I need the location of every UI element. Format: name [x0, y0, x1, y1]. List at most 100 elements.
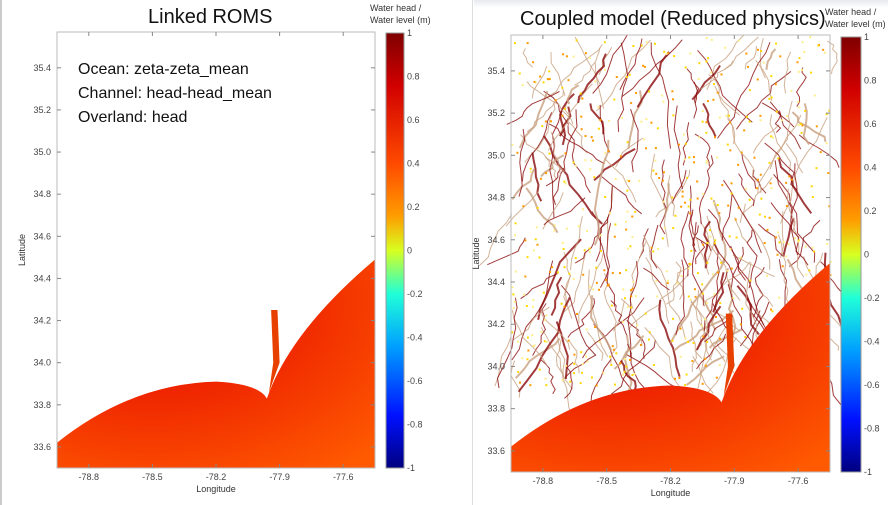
overland-cell: [828, 109, 831, 112]
overland-cell: [768, 97, 771, 100]
overland-cell: [671, 90, 674, 93]
overland-cell: [829, 260, 832, 263]
overland-cell: [548, 78, 551, 81]
overland-cell: [607, 284, 610, 287]
x-tick-label: -78.8: [79, 472, 100, 482]
overland-cell: [737, 39, 740, 42]
overland-cell: [692, 342, 695, 345]
overland-cell: [815, 167, 818, 170]
overland-cell: [785, 181, 788, 184]
river-channel: [544, 156, 558, 181]
overland-cell: [607, 150, 610, 153]
overland-cell: [719, 337, 722, 340]
overland-cell: [567, 339, 570, 342]
overland-cell: [756, 78, 759, 81]
overland-cell: [597, 127, 600, 130]
river-channel: [691, 64, 721, 101]
river-channel: [574, 47, 601, 86]
overland-cell: [561, 86, 564, 89]
overland-cell: [532, 345, 535, 348]
river-channel: [695, 305, 722, 351]
overland-cell: [545, 172, 548, 175]
overland-cell: [522, 205, 525, 208]
overland-cell: [822, 48, 825, 51]
river-channel: [742, 203, 771, 270]
colorbar-tick-label: -0.8: [407, 420, 423, 430]
river-channel: [563, 109, 578, 171]
overland-cell: [687, 205, 690, 208]
overland-cell: [770, 96, 773, 99]
overland-cell: [584, 52, 587, 55]
river-channel: [759, 38, 766, 79]
overland-cell: [663, 226, 666, 229]
overland-cell: [796, 61, 799, 64]
river-channel: [696, 333, 727, 370]
overland-cell: [737, 163, 740, 166]
overland-cell: [523, 293, 526, 296]
overland-cell: [580, 351, 583, 354]
river-channel: [645, 257, 670, 325]
overland-cell: [747, 65, 750, 68]
overland-cell: [604, 195, 607, 198]
y-tick-label: 33.8: [487, 404, 505, 414]
overland-cell: [626, 189, 629, 192]
overland-cell: [554, 99, 557, 102]
overland-cell: [705, 121, 708, 124]
overland-cell: [740, 151, 743, 154]
overland-cell: [653, 42, 656, 45]
overland-cell: [631, 287, 634, 290]
overland-cell: [745, 52, 748, 55]
overland-cell: [674, 377, 677, 380]
overland-cell: [595, 384, 598, 387]
overland-cell: [553, 229, 556, 232]
river-channel: [514, 337, 561, 379]
overland-cell: [628, 358, 631, 361]
river-channel: [487, 237, 526, 266]
overland-cell: [572, 277, 575, 280]
overland-cell: [749, 279, 752, 282]
overland-cell: [712, 202, 715, 205]
overland-cell: [655, 280, 658, 283]
overland-cell: [663, 50, 666, 53]
river-channel: [512, 306, 550, 341]
overland-cell: [772, 136, 775, 139]
overland-cell: [701, 382, 704, 385]
overland-cell: [665, 270, 668, 273]
overland-cell: [626, 179, 629, 182]
overland-cell: [709, 229, 712, 232]
overland-cell: [577, 225, 580, 228]
overland-cell: [610, 364, 613, 367]
overland-cell: [696, 197, 699, 200]
overland-cell: [628, 180, 631, 183]
x-tick-label: -77.6: [788, 476, 809, 486]
river-channel: [522, 48, 533, 68]
overland-cell: [716, 271, 719, 274]
overland-cell: [654, 159, 657, 162]
river-channel: [692, 225, 699, 253]
river-channel: [783, 51, 792, 94]
overland-cell: [686, 176, 689, 179]
overland-cell: [548, 70, 551, 73]
overland-cell: [574, 256, 577, 259]
overland-cell: [770, 187, 773, 190]
overland-cell: [718, 116, 721, 119]
overland-cell: [805, 273, 808, 276]
y-tick-label: 34.6: [487, 235, 505, 245]
overland-cell: [565, 55, 568, 58]
overland-cell: [776, 253, 779, 256]
colorbar: [385, 32, 405, 469]
y-tick-label: 35.0: [487, 150, 505, 160]
overland-cell: [775, 110, 778, 113]
river-channel: [789, 219, 821, 267]
overland-cell: [706, 261, 709, 264]
overland-cell: [553, 224, 556, 227]
overland-cell: [626, 141, 629, 144]
overland-cell: [538, 256, 541, 259]
river-channel: [673, 105, 684, 190]
river-channel: [496, 297, 518, 389]
river-channel: [728, 117, 762, 194]
overland-cell: [613, 235, 616, 238]
overland-cell: [681, 195, 684, 198]
river-channel: [802, 103, 810, 146]
overland-cell: [526, 256, 529, 259]
